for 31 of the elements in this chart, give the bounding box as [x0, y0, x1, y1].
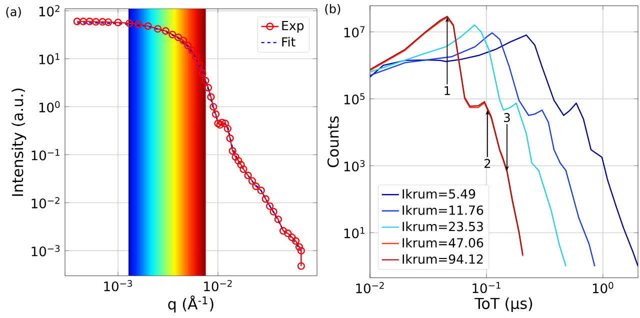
annotation: 1 — [444, 86, 450, 96]
y-tick-label: 10$^{−1}$ — [32, 149, 60, 160]
legend-label: Ikrum=47.06 — [402, 238, 484, 248]
y-tick-label: 10$^{1}$ — [39, 53, 60, 64]
legend-label: Exp — [282, 21, 304, 33]
y-axis-title: Counts — [327, 116, 339, 168]
y-tick-label: 10$^{5}$ — [344, 93, 364, 104]
y-tick-label: 10$^{−3}$ — [32, 245, 60, 256]
x-tick-label: 10$^{−2}$ — [356, 282, 384, 294]
legend-label: Ikrum=94.12 — [402, 254, 483, 264]
legend-label: Ikrum=11.76 — [402, 205, 484, 216]
x-tick-label: 10$^{−3}$ — [104, 280, 132, 292]
y-axis-title: Intensity (a.u.) — [12, 88, 26, 196]
x-axis-title: ToT (μs) — [474, 298, 532, 312]
x-tick-label: 10$^{0}$ — [592, 282, 614, 294]
y-tick-label: 10$^{3}$ — [344, 160, 365, 172]
y-tick-label: 10$^{0}$ — [39, 101, 60, 113]
legend-label: Ikrum=5.49 — [402, 189, 476, 199]
x-axis-title: q (Å$^{-1}$) — [168, 296, 214, 313]
annotation: 3 — [504, 113, 510, 122]
chart-title: (a) — [6, 7, 21, 18]
legend-label: Ikrum=23.53 — [402, 222, 483, 232]
y-tick-label: 10$^{1}$ — [344, 227, 364, 238]
legend-label: Fit — [282, 37, 296, 47]
y-tick-label: 10$^{−2}$ — [32, 197, 60, 208]
y-tick-label: 10$^{7}$ — [344, 26, 365, 38]
x-tick-label: 10$^{−2}$ — [204, 280, 232, 292]
y-tick-label: 10$^{2}$ — [39, 5, 60, 17]
chart-title: (b) — [325, 4, 340, 15]
x-tick-label: 10$^{−1}$ — [472, 282, 500, 294]
annotation: 2 — [484, 159, 490, 168]
